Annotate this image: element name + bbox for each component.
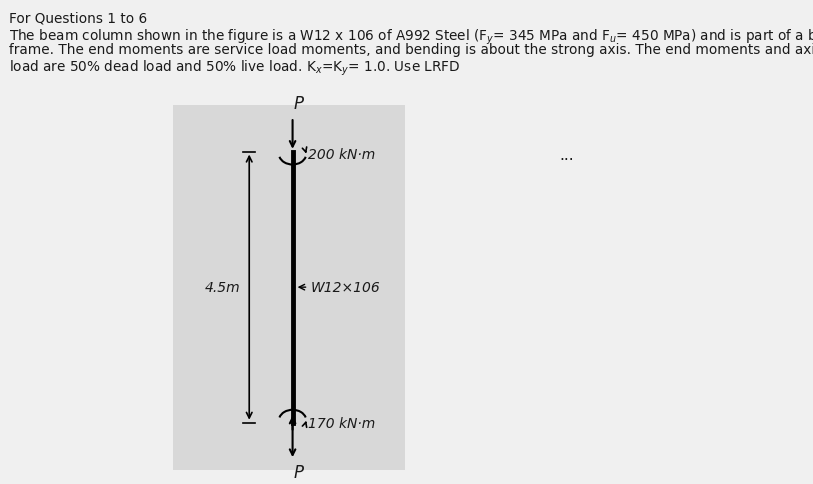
Text: P: P bbox=[294, 463, 304, 481]
Text: 200 kN·m: 200 kN·m bbox=[308, 147, 376, 161]
Text: The beam column shown in the figure is a W12 x 106 of A992 Steel (F$_y$= 345 MPa: The beam column shown in the figure is a… bbox=[9, 28, 813, 47]
Text: frame. The end moments are service load moments, and bending is about the strong: frame. The end moments are service load … bbox=[9, 43, 813, 57]
Bar bbox=[173, 106, 405, 470]
Text: P: P bbox=[294, 95, 304, 113]
Text: ...: ... bbox=[560, 148, 575, 163]
Text: 170 kN·m: 170 kN·m bbox=[308, 416, 376, 430]
Text: load are 50% dead load and 50% live load. K$_x$=K$_y$= 1.0. Use LRFD: load are 50% dead load and 50% live load… bbox=[9, 59, 460, 78]
Text: For Questions 1 to 6: For Questions 1 to 6 bbox=[9, 12, 147, 26]
Text: W12×106: W12×106 bbox=[311, 281, 380, 295]
Text: 4.5m: 4.5m bbox=[205, 281, 241, 295]
